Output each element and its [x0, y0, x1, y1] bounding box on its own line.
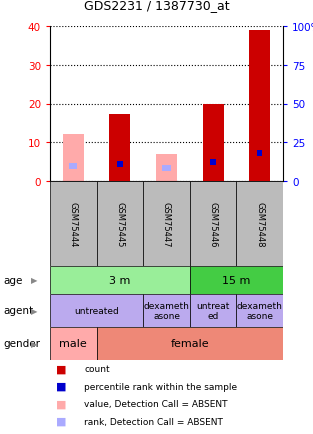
Text: untreat
ed: untreat ed [197, 302, 230, 320]
Bar [190, 181, 236, 266]
Bar [50, 294, 143, 327]
Bar [236, 181, 283, 266]
Text: rank, Detection Call = ABSENT: rank, Detection Call = ABSENT [85, 417, 223, 426]
Text: percentile rank within the sample: percentile rank within the sample [85, 382, 238, 391]
Text: ■: ■ [56, 364, 67, 374]
Text: value, Detection Call = ABSENT: value, Detection Call = ABSENT [85, 399, 228, 408]
Bar [143, 181, 190, 266]
Bar [50, 266, 190, 294]
Text: ■: ■ [56, 416, 67, 426]
Bar [190, 294, 236, 327]
Text: male: male [59, 339, 87, 349]
Text: age: age [3, 275, 23, 285]
Text: GSM75448: GSM75448 [255, 201, 264, 247]
Text: ▶: ▶ [31, 339, 38, 348]
Text: dexameth
asone: dexameth asone [144, 302, 189, 320]
Text: 3 m: 3 m [109, 275, 131, 285]
Bar [203, 104, 223, 181]
Text: ▶: ▶ [31, 306, 38, 315]
Text: untreated: untreated [74, 306, 119, 315]
Bar [162, 165, 171, 171]
Bar [50, 181, 97, 266]
Text: agent: agent [3, 306, 33, 316]
Bar [156, 155, 177, 181]
Text: ■: ■ [56, 399, 67, 409]
Bar [69, 164, 78, 170]
Bar [97, 327, 283, 360]
Text: GSM75447: GSM75447 [162, 201, 171, 247]
Text: count: count [85, 364, 110, 373]
Text: GSM75445: GSM75445 [115, 201, 124, 247]
Bar [249, 31, 270, 181]
Bar [190, 266, 283, 294]
Bar [50, 327, 97, 360]
Text: ■: ■ [56, 381, 67, 391]
Text: ▶: ▶ [31, 276, 38, 285]
Bar [236, 294, 283, 327]
Bar [97, 181, 143, 266]
Bar [257, 151, 263, 157]
Bar [110, 115, 131, 181]
Text: dexameth
asone: dexameth asone [237, 302, 283, 320]
Bar [117, 162, 123, 168]
Text: 15 m: 15 m [222, 275, 251, 285]
Text: GSM75446: GSM75446 [208, 201, 218, 247]
Text: gender: gender [3, 339, 40, 349]
Text: GDS2231 / 1387730_at: GDS2231 / 1387730_at [84, 0, 229, 12]
Text: GSM75444: GSM75444 [69, 201, 78, 247]
Text: female: female [171, 339, 209, 349]
Bar [63, 135, 84, 181]
Bar [143, 294, 190, 327]
Bar [210, 160, 216, 166]
Bar [63, 135, 84, 181]
